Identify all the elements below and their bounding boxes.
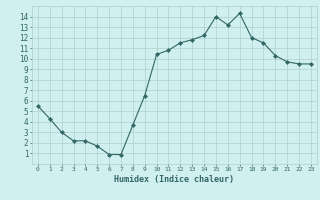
X-axis label: Humidex (Indice chaleur): Humidex (Indice chaleur)	[115, 175, 234, 184]
